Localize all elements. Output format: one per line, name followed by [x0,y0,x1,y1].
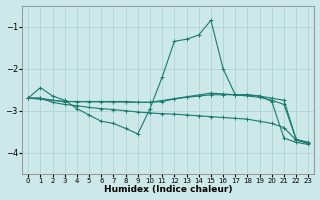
X-axis label: Humidex (Indice chaleur): Humidex (Indice chaleur) [104,185,233,194]
